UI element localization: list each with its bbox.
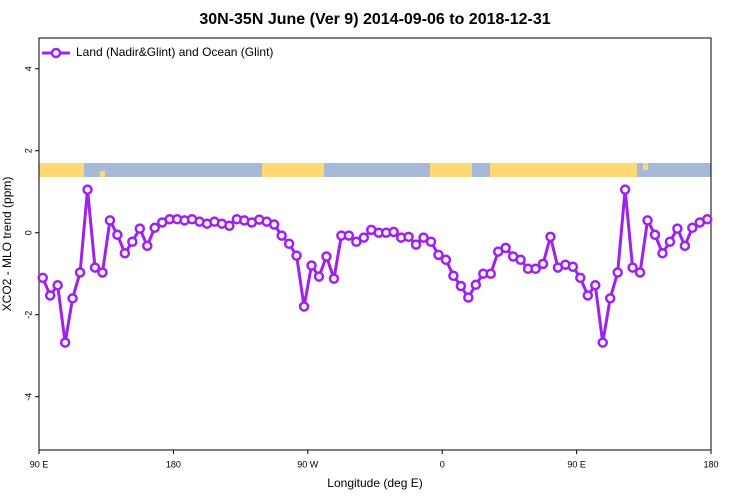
point <box>97 267 108 278</box>
point <box>112 229 123 241</box>
y-tick-label: 2 <box>23 148 33 153</box>
point <box>388 226 399 238</box>
x-tick-label: 90 E <box>30 459 49 469</box>
x-tick-label: 0 <box>440 459 445 469</box>
point <box>142 240 153 252</box>
point <box>89 262 101 273</box>
point <box>672 223 683 234</box>
point <box>52 279 63 291</box>
point <box>679 240 691 252</box>
land-band <box>262 163 324 177</box>
point <box>448 270 459 282</box>
x-tick-label: 180 <box>703 459 718 469</box>
point <box>582 290 594 301</box>
point <box>291 250 302 261</box>
point <box>358 232 370 243</box>
point <box>313 271 325 282</box>
point <box>485 268 496 279</box>
point <box>575 272 586 284</box>
point <box>283 238 295 250</box>
point <box>134 223 146 234</box>
point <box>82 184 93 195</box>
point <box>149 222 160 234</box>
y-axis-label: XCO2 - MLO trend (ppm) <box>0 177 14 312</box>
y-tick-label: 4 <box>23 66 33 71</box>
point <box>530 263 541 275</box>
point <box>634 267 646 278</box>
point <box>470 279 482 291</box>
point <box>597 337 608 348</box>
x-tick-label: 90 E <box>567 459 586 469</box>
point <box>119 247 131 259</box>
x-tick-label: 180 <box>166 459 181 469</box>
land-band <box>430 163 472 177</box>
point <box>649 229 661 241</box>
x-tick-label: 90 W <box>297 459 319 469</box>
y-tick-label: -2 <box>23 311 33 319</box>
land-band <box>100 171 105 177</box>
point <box>537 258 549 270</box>
point <box>328 273 340 284</box>
surface-band <box>39 163 711 177</box>
point <box>351 236 362 247</box>
point <box>67 293 78 304</box>
land-band <box>39 163 84 177</box>
point <box>403 231 414 243</box>
point <box>224 220 235 232</box>
point <box>268 219 280 230</box>
point <box>37 272 48 284</box>
point <box>343 230 355 241</box>
point <box>74 267 86 278</box>
y-tick-label: -4 <box>23 393 33 401</box>
point <box>642 215 653 226</box>
point <box>455 280 467 292</box>
chart-title: 30N-35N June (Ver 9) 2014-09-06 to 2018-… <box>199 11 550 28</box>
point <box>410 239 422 250</box>
point <box>604 293 616 304</box>
point <box>590 279 601 291</box>
y-tick-label: 0 <box>23 230 33 235</box>
series-line <box>41 188 708 345</box>
point <box>127 236 138 247</box>
x-axis-label: Longitude (deg E) <box>327 476 422 490</box>
point <box>627 262 638 273</box>
point <box>276 230 287 241</box>
point <box>306 260 317 271</box>
point <box>440 254 452 266</box>
land-band <box>643 163 648 170</box>
legend-marker <box>50 47 62 59</box>
point <box>687 222 698 234</box>
land-band <box>490 163 637 177</box>
point <box>545 231 556 243</box>
point <box>425 236 437 247</box>
point <box>321 251 332 262</box>
point <box>500 242 511 254</box>
point <box>463 292 474 303</box>
point <box>59 337 71 348</box>
point <box>418 232 429 243</box>
plot-frame <box>38 37 712 451</box>
point <box>664 236 676 247</box>
legend-label: Land (Nadir&Glint) and Ocean (Glint) <box>76 45 273 59</box>
point <box>619 184 631 195</box>
point <box>515 254 526 266</box>
point <box>44 290 56 301</box>
point <box>567 261 579 273</box>
point <box>104 215 116 226</box>
point <box>657 247 668 259</box>
point <box>702 213 713 225</box>
point <box>298 301 310 312</box>
point <box>612 267 623 278</box>
point <box>433 249 444 261</box>
